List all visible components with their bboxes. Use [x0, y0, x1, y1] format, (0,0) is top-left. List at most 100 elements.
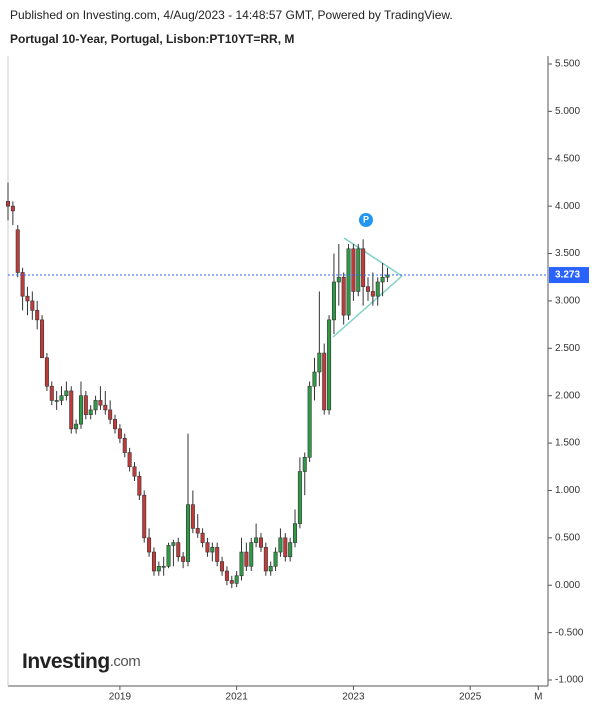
- y-tick-label: 2.000: [555, 390, 580, 401]
- candle-body: [322, 352, 327, 411]
- candle-body: [113, 419, 118, 430]
- candle-body: [59, 395, 64, 401]
- candle-body: [190, 504, 195, 529]
- candle-body: [375, 281, 380, 297]
- candle-body: [35, 310, 40, 321]
- candle-body: [10, 205, 15, 212]
- candle-body: [380, 276, 385, 283]
- y-tick-label: 5.000: [555, 106, 580, 117]
- candle-body: [137, 475, 142, 496]
- y-tick-label: 4.500: [555, 153, 580, 164]
- candle-body: [288, 542, 293, 558]
- last-price-box: [549, 267, 589, 284]
- candle-body: [54, 400, 59, 402]
- candle-body: [20, 272, 25, 297]
- y-tick-label: 3.500: [555, 248, 580, 259]
- logo-suffix: .com: [110, 653, 141, 670]
- candle-body: [69, 390, 74, 430]
- candle-body: [210, 547, 215, 553]
- candle-body: [44, 357, 49, 387]
- candle-body: [181, 556, 186, 562]
- candle-body: [176, 542, 181, 558]
- candle-body: [331, 281, 336, 321]
- published-note: Published on Investing.com, 4/Aug/2023 -…: [10, 8, 453, 22]
- candle-body: [142, 494, 147, 539]
- candle-body: [147, 537, 152, 553]
- candle-body: [327, 319, 332, 411]
- x-tick-label: 2021: [226, 692, 249, 703]
- candle-body: [273, 551, 278, 567]
- logo-main: Investing: [22, 650, 110, 673]
- candle-body: [302, 456, 307, 472]
- candle-body: [103, 404, 108, 411]
- candle-body: [268, 565, 273, 572]
- y-tick-label: 0.000: [555, 580, 580, 591]
- candle-body: [307, 385, 312, 458]
- candle-body: [293, 523, 298, 543]
- logo: Investing.com: [22, 650, 140, 673]
- candle-body: [220, 561, 225, 572]
- candle-body: [224, 570, 229, 581]
- candle-body: [122, 438, 127, 453]
- candle-body: [297, 471, 302, 524]
- candle-body: [40, 319, 45, 359]
- candle-body: [25, 295, 30, 302]
- candle-body: [30, 300, 35, 311]
- candle-body: [200, 532, 205, 543]
- candle-body: [127, 452, 132, 468]
- candle-body: [88, 409, 93, 415]
- candle-body: [341, 276, 346, 316]
- chart-title: Portugal 10-Year, Portugal, Lisbon:PT10Y…: [10, 32, 294, 46]
- y-tick-label: 4.000: [555, 201, 580, 212]
- candle-body: [336, 276, 341, 283]
- candle-body: [317, 352, 322, 373]
- candle-body: [312, 371, 317, 387]
- candle-body: [205, 542, 210, 553]
- y-tick-label: 1.000: [555, 485, 580, 496]
- last-price-label: 3.273: [555, 270, 580, 281]
- candle-body: [6, 201, 11, 207]
- candle-body: [117, 428, 122, 439]
- candle-body: [93, 400, 98, 411]
- candle-body: [161, 565, 166, 568]
- candle-body: [108, 409, 113, 420]
- annotation-label: P: [363, 214, 369, 224]
- candle-body: [151, 551, 156, 572]
- candle-body: [346, 248, 351, 316]
- y-tick-label: 2.500: [555, 343, 580, 354]
- candle-body: [195, 528, 200, 534]
- x-tick-label: M: [534, 692, 542, 703]
- candle-body: [278, 537, 283, 553]
- candle-body: [258, 537, 263, 548]
- candle-body: [64, 390, 69, 396]
- candle-body: [49, 385, 54, 401]
- candle-body: [244, 551, 249, 567]
- candle-body: [78, 395, 83, 425]
- x-tick-label: 2019: [109, 692, 132, 703]
- y-tick-label: -1.000: [555, 675, 584, 686]
- candle-body: [83, 395, 88, 415]
- candle-body: [229, 580, 234, 584]
- candle-body: [98, 400, 103, 406]
- candle-body: [156, 565, 161, 572]
- candle-body: [365, 286, 370, 292]
- y-tick-label: 1.500: [555, 438, 580, 449]
- candle-body: [15, 229, 20, 273]
- candle-body: [215, 547, 220, 562]
- candle-body: [263, 547, 268, 572]
- candle-body: [361, 248, 366, 288]
- candle-body: [171, 542, 176, 546]
- candle-body: [254, 537, 259, 543]
- candle-body: [234, 575, 239, 584]
- candle-body: [166, 545, 171, 567]
- y-tick-label: -0.500: [555, 627, 584, 638]
- y-tick-label: 5.500: [555, 59, 580, 70]
- candle-body: [356, 248, 361, 292]
- x-tick-label: 2023: [342, 692, 365, 703]
- candle-body: [132, 466, 137, 477]
- x-tick-label: 2025: [459, 692, 482, 703]
- annotation-marker: [359, 213, 373, 227]
- candle-body: [239, 551, 244, 577]
- candle-body: [74, 423, 79, 430]
